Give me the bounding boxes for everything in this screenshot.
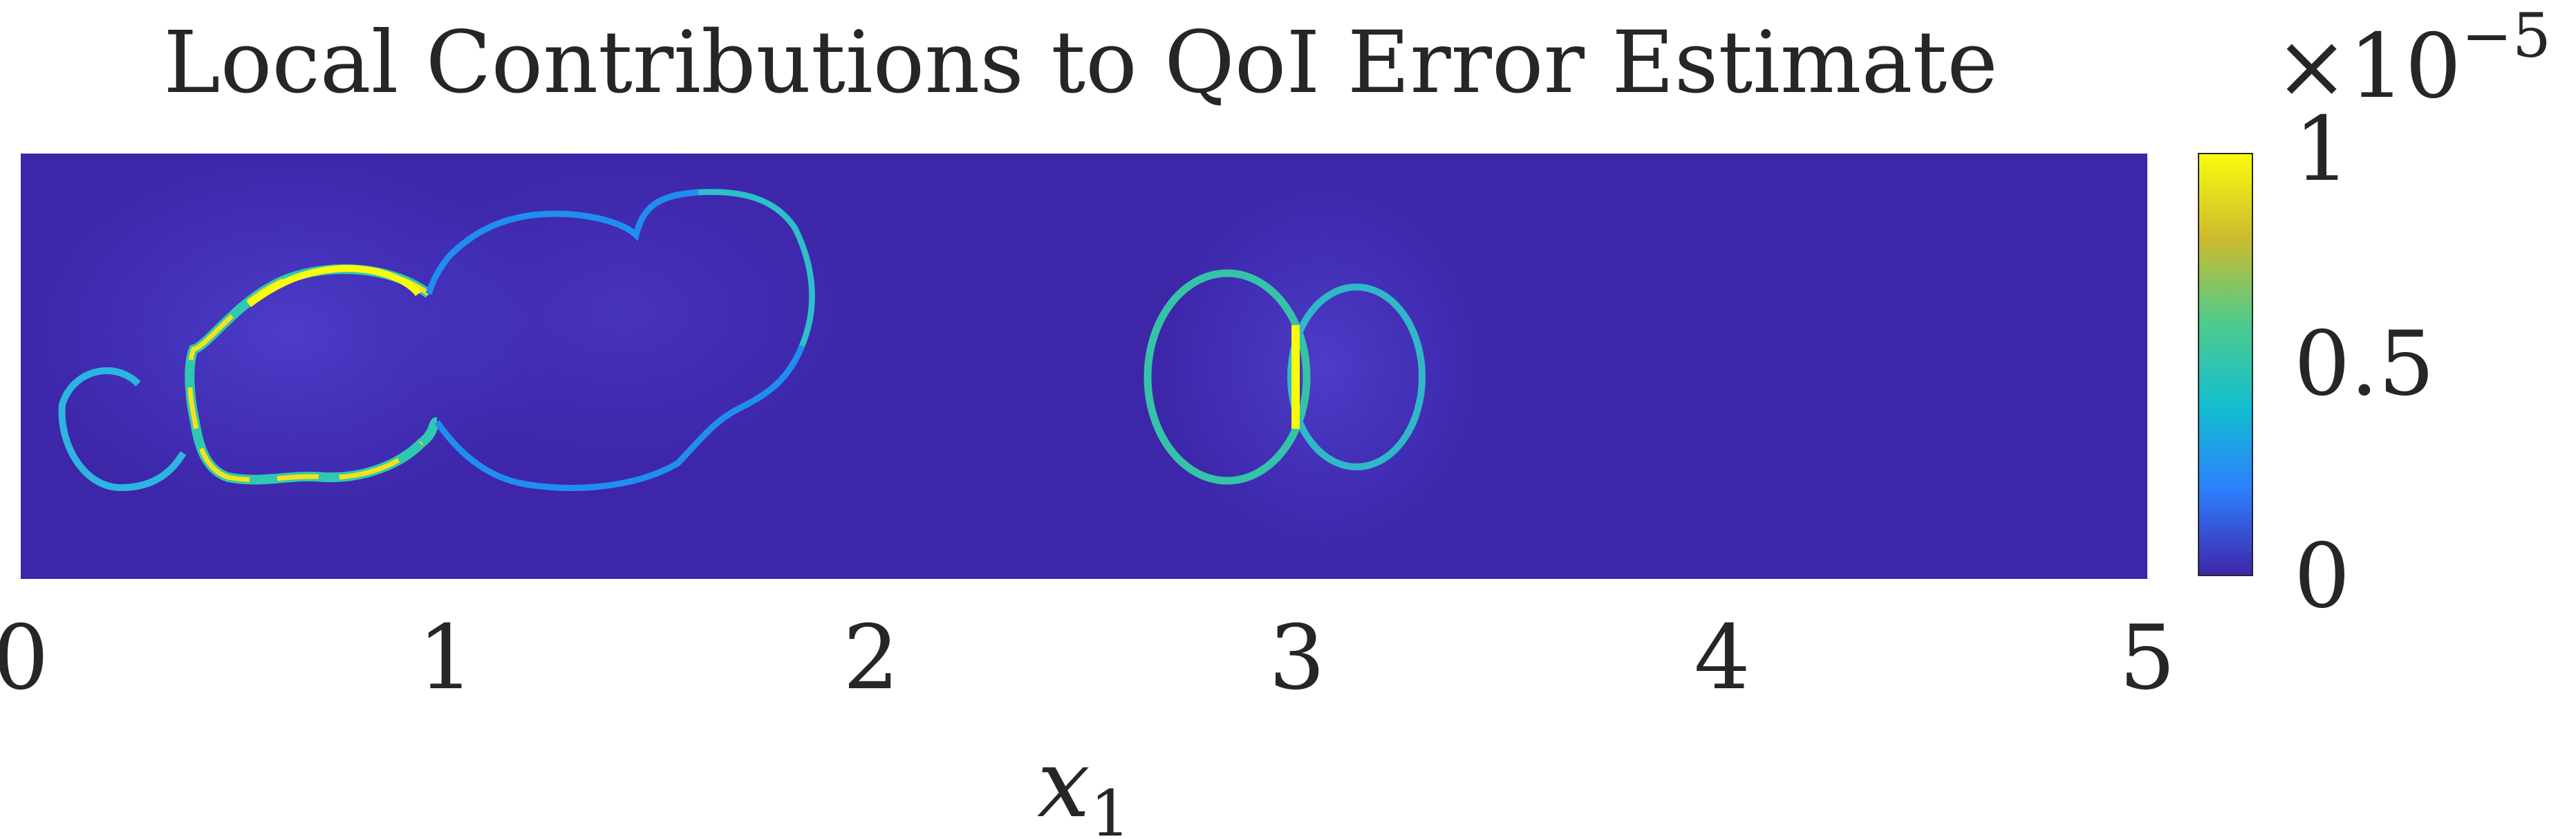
x-axis-label-subscript: 1 (1090, 777, 1131, 839)
x-axis-label: x1 (1037, 730, 1130, 839)
chart-title: Local Contributions to QoI Error Estimat… (163, 13, 1997, 113)
ring-left-blob-topseg (247, 264, 421, 308)
ring-circle-a (1144, 269, 1311, 485)
x-tick-label-3: 3 (1269, 607, 1325, 710)
ring-circle-b (1287, 284, 1426, 470)
halo-circle-pair (1144, 159, 1504, 574)
ring-small-left (58, 367, 187, 492)
x-tick-label-5: 5 (2119, 607, 2175, 710)
colorbar-tick-0.5: 0.5 (2294, 313, 2435, 416)
x-tick-label-4: 4 (1694, 607, 1750, 710)
x-axis: 0 1 2 3 4 5 (0, 607, 2176, 710)
x-tick-label-0: 0 (0, 607, 49, 710)
x-tick-label-2: 2 (843, 607, 899, 710)
colorbar-multiplier: ×10−5 (2275, 0, 2551, 118)
colorbar: 1 0.5 0 ×10−5 (2198, 0, 2551, 628)
colorbar-multiplier-exponent: −5 (2461, 0, 2551, 71)
colorbar-tick-1: 1 (2294, 98, 2350, 201)
colorbar-gradient (2198, 153, 2253, 576)
ring-right-blob-highlight (698, 189, 815, 347)
plot-area (21, 154, 2147, 579)
x-axis-label-base: x (1037, 730, 1090, 839)
ring-left-blob-inner (187, 266, 431, 483)
x-tick-label-1: 1 (418, 607, 474, 710)
halo-right-blob (360, 154, 885, 484)
colorbar-tick-0: 0 (2294, 525, 2350, 628)
colorbar-multiplier-base: ×10 (2275, 15, 2461, 118)
